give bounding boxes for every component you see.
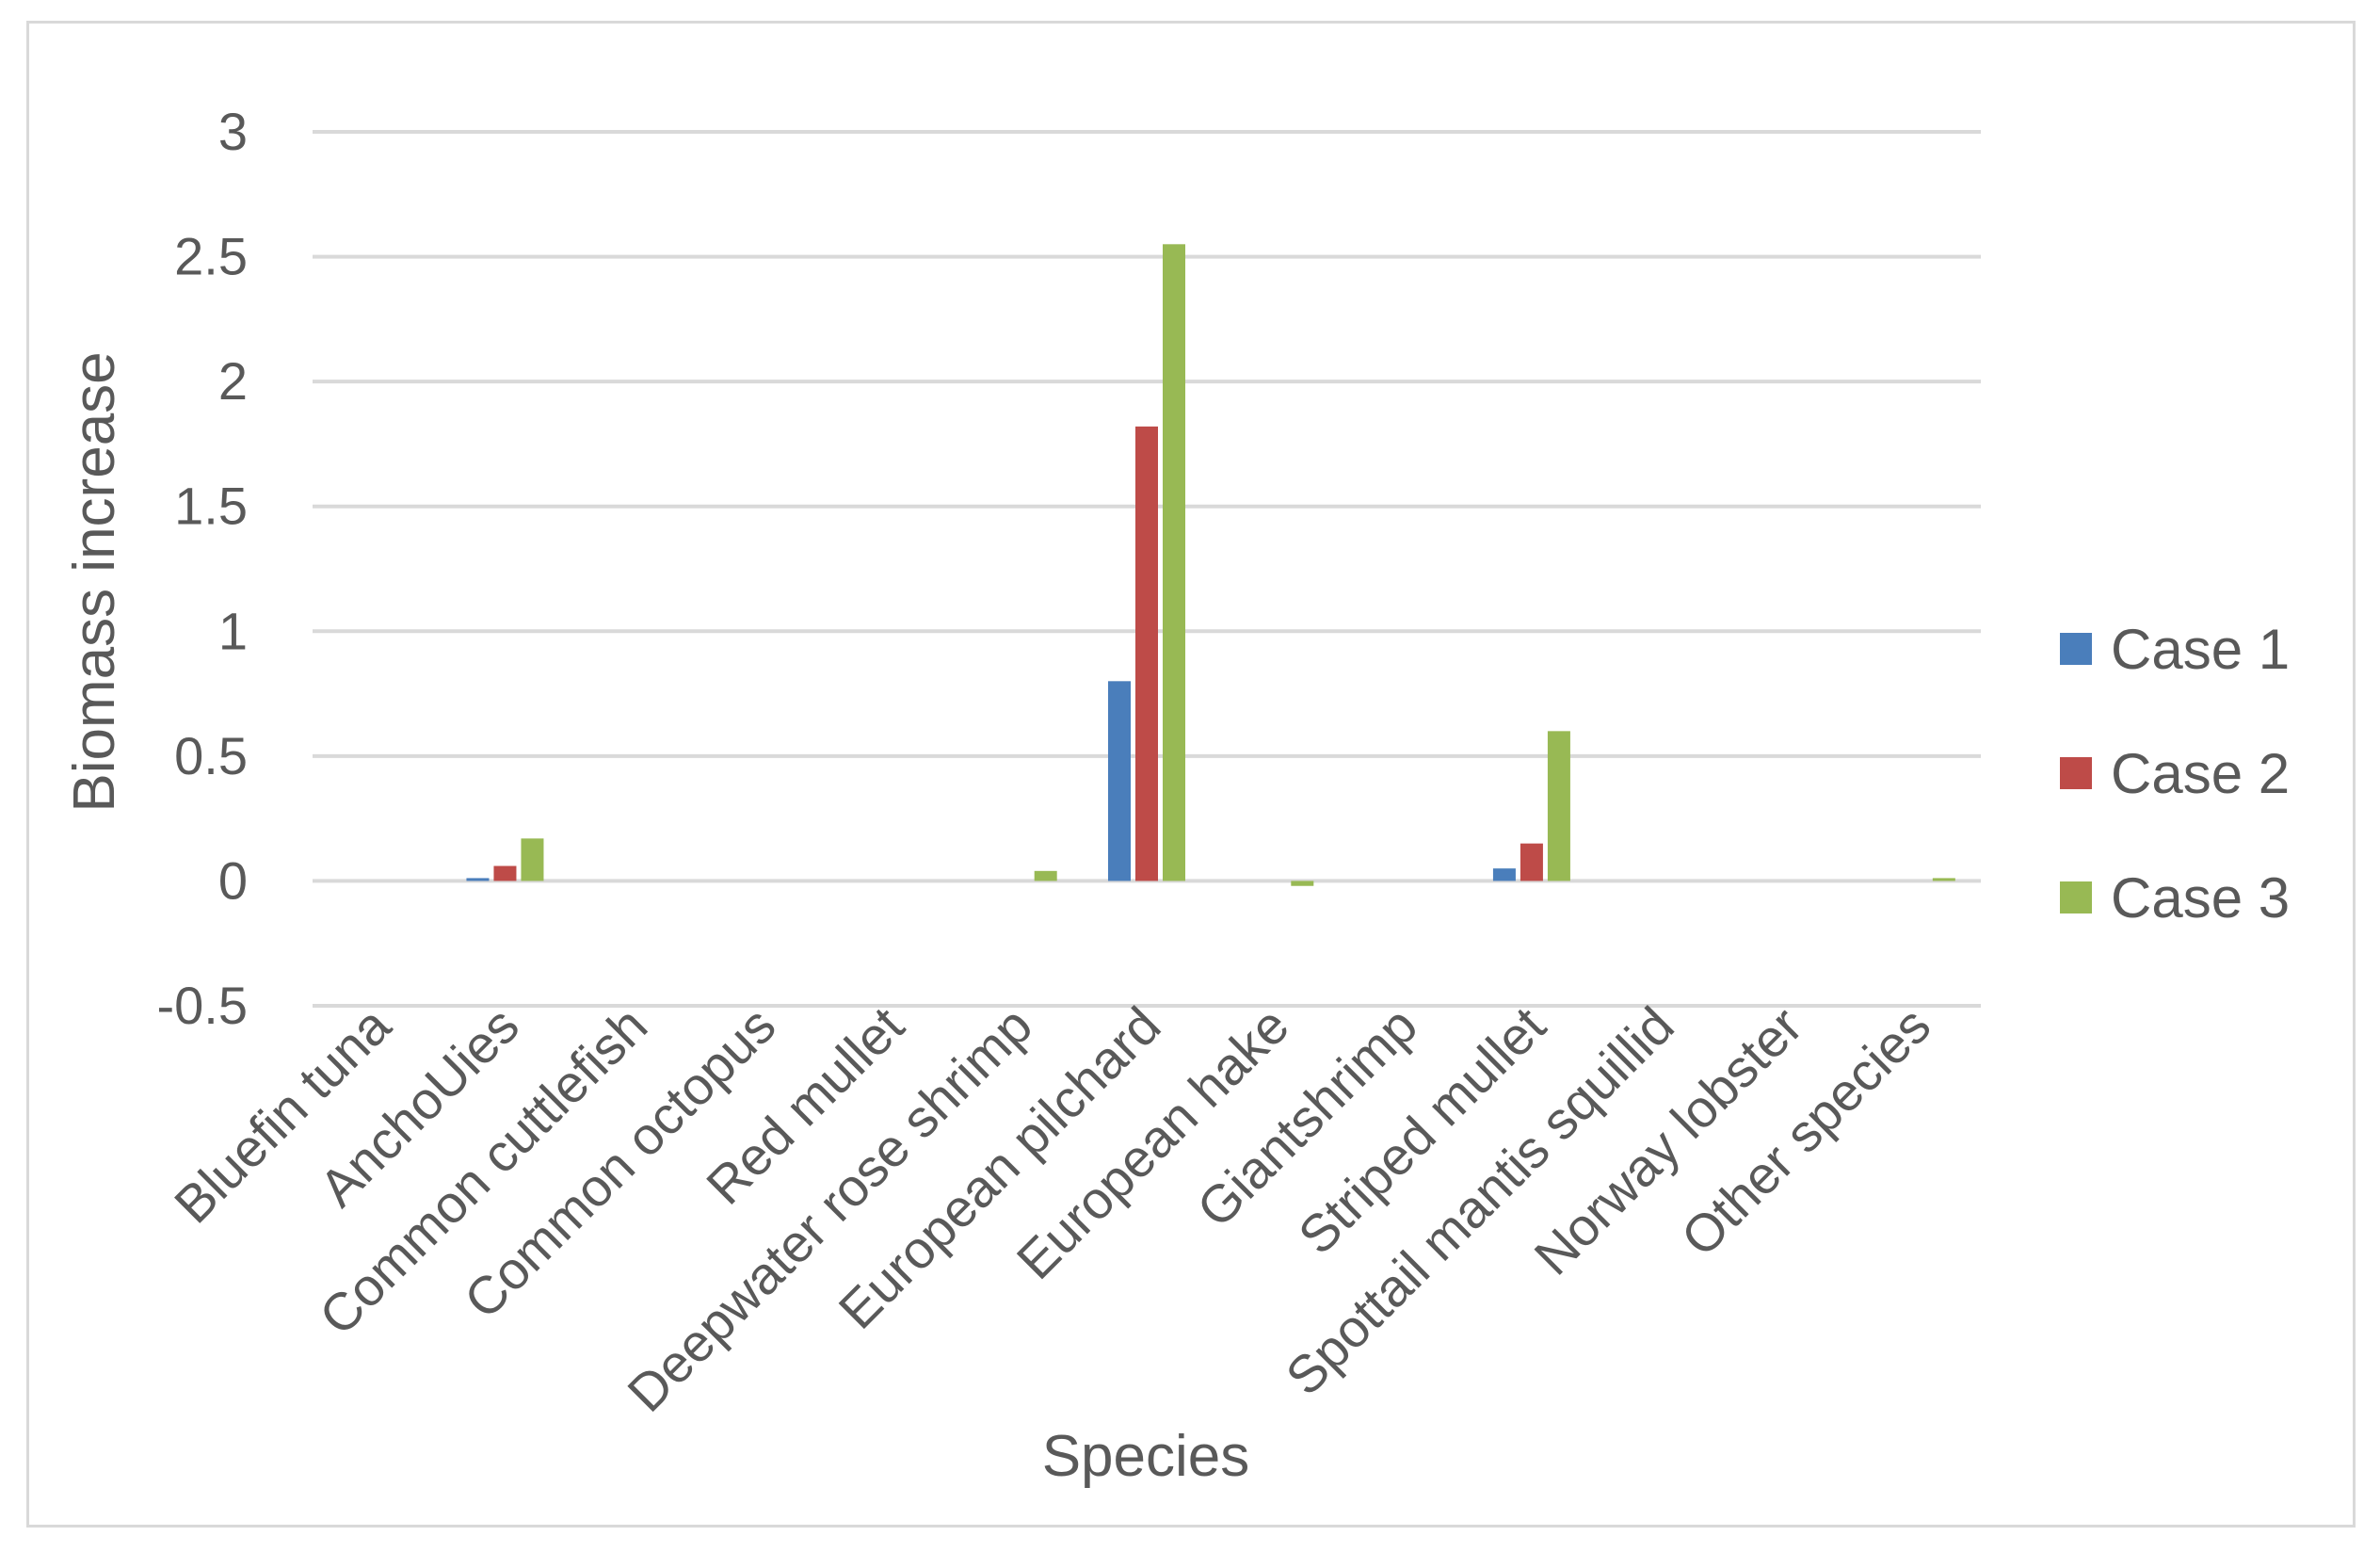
chart-frame: -0.5 0 0.5 1 1.5 2 2.5 3 Bluefin tuna AnchoUies C… [26,21,2356,1528]
bar-case-3 [1163,244,1185,881]
y-tick-label: 3 [218,102,248,161]
legend-swatch [2060,881,2092,913]
y-tick-label: 2.5 [174,227,248,286]
y-tick-label: 0.5 [174,726,248,785]
legend-swatch [2060,633,2092,665]
y-tick-label: 0 [218,850,248,910]
bar-case-2 [1520,843,1543,881]
bars [466,244,1955,886]
bar-case-1 [1108,681,1131,881]
x-axis-title: Species [1042,1424,1250,1489]
bar-case-2 [493,865,517,881]
bar-case-3 [1034,870,1057,881]
legend-swatch [2060,757,2092,789]
y-tick-label: 1.5 [174,477,248,536]
bar-case-3 [1547,731,1570,881]
bar-case-2 [1135,426,1158,881]
bar-case-3 [1932,878,1955,881]
bar-case-3 [521,838,544,881]
legend-label: Case 3 [2111,866,2290,930]
y-tick-label: 1 [218,601,248,660]
bar-case-1 [466,878,490,881]
y-tick-label: 2 [218,351,248,411]
y-axis-title: Biomass increase [62,351,127,812]
legend: Case 1 Case 2 Case 3 [2060,618,2290,930]
y-axis-ticks: -0.5 0 0.5 1 1.5 2 2.5 3 [157,102,249,1035]
bar-chart: -0.5 0 0.5 1 1.5 2 2.5 3 Bluefin tunaAnchoUiesC… [62,102,2290,1489]
y-tick-label: -0.5 [157,976,249,1035]
legend-label: Case 2 [2111,742,2290,805]
bar-case-3 [1291,881,1314,886]
legend-label: Case 1 [2111,618,2290,681]
bar-case-1 [1492,868,1516,881]
